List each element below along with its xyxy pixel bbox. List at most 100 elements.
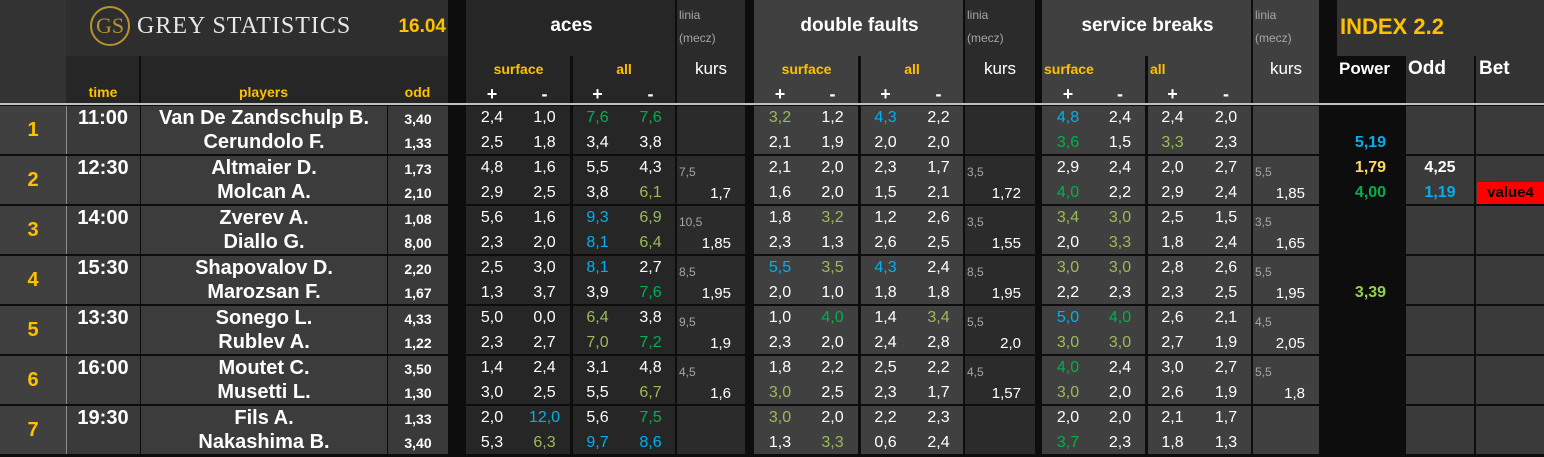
aces-value: 5,5 — [586, 384, 609, 401]
surface-label: surface — [781, 61, 832, 77]
power-value: 1,79 — [1354, 159, 1387, 176]
player-name[interactable]: Shapovalov D. — [195, 257, 333, 279]
aces-value: 3,0 — [480, 384, 504, 401]
index-odd-cell — [1406, 406, 1474, 454]
player-name[interactable]: Diallo G. — [223, 231, 305, 253]
df-value: 2,1 — [768, 134, 792, 151]
time-cell — [66, 106, 140, 154]
match-time: 13:30 — [77, 307, 129, 329]
player-name[interactable]: Molcan A. — [217, 181, 311, 203]
match-number: 7 — [27, 419, 39, 441]
player-name[interactable]: Fils A. — [234, 407, 294, 429]
player-name[interactable]: Zverev A. — [219, 207, 309, 229]
df-value: 5,5 — [768, 259, 792, 276]
player-name[interactable]: Cerundolo F. — [203, 131, 325, 153]
bet-cell — [1476, 206, 1544, 254]
aces-value: 1,4 — [480, 359, 504, 376]
player-name[interactable]: Sonego L. — [215, 307, 313, 329]
player-odd: 2,10 — [404, 185, 432, 201]
match-time: 11:00 — [77, 107, 129, 129]
linia-value: 5,5 — [1255, 265, 1272, 279]
aces-value: 6,9 — [639, 209, 662, 226]
kurs-value: 1,6 — [710, 385, 731, 402]
sb-value: 2,9 — [1161, 184, 1184, 201]
match-number: 1 — [27, 119, 39, 141]
index-odd-cell — [1406, 356, 1474, 404]
sb-value: 2,3 — [1108, 284, 1132, 301]
player-name[interactable]: Marozsan F. — [207, 281, 321, 303]
surface-label: surface — [493, 61, 544, 77]
sb-value: 3,7 — [1056, 434, 1080, 451]
linia-value: 3,5 — [967, 215, 984, 229]
aces-value: 2,4 — [480, 109, 504, 126]
sb-value: 2,1 — [1161, 409, 1184, 426]
player-name[interactable]: Altmaier D. — [211, 157, 317, 179]
time-cell — [66, 256, 140, 304]
aces-value: 7,6 — [639, 109, 662, 126]
power-cell — [1337, 106, 1404, 154]
odd-header — [1404, 56, 1475, 104]
power-cell — [1337, 156, 1404, 204]
mecz-label: (mecz) — [967, 31, 1004, 45]
sb-value: 3,3 — [1161, 134, 1184, 151]
sb-kurs-cell — [1253, 106, 1319, 154]
players-cell — [141, 356, 387, 404]
df-surface-cell — [754, 356, 858, 404]
sb-all-cell — [1148, 306, 1251, 354]
player-name[interactable]: Rublev A. — [218, 331, 310, 353]
divider — [66, 306, 67, 354]
report-date: 16.04 — [398, 16, 446, 37]
sb-surface-cell — [1042, 306, 1145, 354]
df-value: 4,3 — [874, 259, 897, 276]
divider — [1404, 56, 1406, 104]
aces-value: 5,3 — [480, 434, 504, 451]
aces-value: 2,5 — [533, 384, 556, 401]
all-label: all — [1150, 61, 1166, 77]
match-number: 3 — [27, 219, 39, 241]
df-value: 2,3 — [874, 159, 897, 176]
df-value: 1,8 — [768, 359, 792, 376]
power-cell — [1337, 256, 1404, 304]
sb-surface-cell — [1042, 106, 1145, 154]
linia-value: 5,5 — [967, 315, 984, 329]
time-cell — [66, 206, 140, 254]
aces-value: 2,3 — [480, 334, 504, 351]
linia-value: 8,5 — [967, 265, 984, 279]
player-name[interactable]: Nakashima B. — [198, 431, 330, 453]
df-value: 0,6 — [874, 434, 897, 451]
sb-all-cell — [1148, 156, 1251, 204]
aces-value: 7,6 — [586, 109, 609, 126]
aces-value: 1,6 — [533, 159, 556, 176]
sb-value: 1,8 — [1161, 234, 1184, 251]
aces-kurs-cell — [677, 406, 745, 454]
power-value: 4,00 — [1354, 184, 1387, 201]
plus-label: + — [592, 84, 603, 104]
df-surface-cell — [754, 306, 858, 354]
aces-value: 3,4 — [586, 134, 609, 151]
plus-label: + — [880, 84, 891, 104]
linia-value: 9,5 — [679, 315, 696, 329]
minus-label: - — [935, 84, 942, 104]
aces-value: 5,6 — [586, 409, 609, 426]
df-value: 3,0 — [768, 409, 792, 426]
linia-label: linia — [1255, 8, 1277, 22]
brand-name: GREY STATISTICS — [137, 13, 352, 39]
player-name[interactable]: Van De Zandschulp B. — [158, 107, 370, 129]
sb-value: 3,3 — [1108, 234, 1132, 251]
player-name[interactable]: Moutet C. — [218, 357, 310, 379]
aces-value: 1,8 — [533, 134, 556, 151]
sb-value: 4,0 — [1108, 309, 1132, 326]
index-title: INDEX 2.2 — [1340, 14, 1444, 39]
df-value: 4,0 — [821, 309, 844, 326]
aces-value: 2,5 — [480, 134, 504, 151]
odds-cell — [388, 256, 448, 304]
aces-kurs-cell — [677, 356, 745, 404]
player-name[interactable]: Musetti L. — [217, 381, 311, 403]
match-number-cell — [0, 156, 66, 204]
kurs-value: 1,72 — [991, 185, 1021, 202]
df-value: 2,2 — [927, 109, 950, 126]
player-odd: 1,33 — [404, 135, 432, 151]
df-value: 2,4 — [927, 434, 950, 451]
df-kurs-cell — [965, 106, 1035, 154]
aces-value: 7,2 — [639, 334, 662, 351]
